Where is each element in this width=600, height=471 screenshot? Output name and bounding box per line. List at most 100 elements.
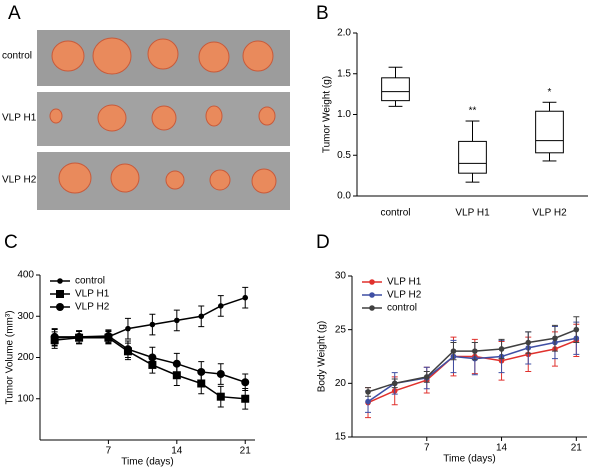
tumor (92, 37, 132, 75)
data-point (573, 326, 580, 333)
legend-marker (369, 279, 375, 285)
data-point (148, 353, 157, 362)
data-point (125, 325, 131, 332)
y-tick-label: 100 (17, 393, 34, 404)
x-tick-label: VLP H2 (532, 208, 567, 219)
legend-marker (369, 292, 375, 298)
tumor (49, 108, 63, 124)
data-point (241, 378, 250, 387)
data-point (552, 335, 558, 342)
y-tick-label: 0.5 (337, 150, 351, 161)
data-point (75, 332, 84, 341)
panel-label: A (8, 3, 21, 24)
legend-label: control (75, 276, 105, 287)
y-tick-label: 300 (17, 311, 34, 322)
tumor (251, 168, 277, 194)
box (381, 77, 410, 102)
legend-marker (56, 303, 64, 311)
tumor (198, 41, 230, 73)
data-point (525, 339, 532, 346)
data-point (216, 392, 225, 401)
data-point (197, 367, 206, 376)
data-point (174, 317, 180, 324)
y-axis-title: Body Weight (g) (317, 321, 328, 393)
x-tick-label: VLP H1 (455, 208, 490, 219)
tumor (147, 38, 179, 70)
x-tick-label: 14 (171, 446, 183, 457)
data-point (123, 345, 132, 354)
legend-label: VLP H2 (75, 302, 110, 313)
tumor (209, 169, 231, 191)
y-tick-label: 400 (17, 270, 34, 281)
tumor (51, 40, 85, 72)
tumor (242, 40, 274, 72)
data-point (241, 394, 250, 403)
tumor (205, 105, 223, 127)
tumor (97, 104, 127, 132)
annotation: * (548, 87, 552, 98)
row-label: control (2, 51, 32, 62)
y-tick-label: 1.5 (337, 68, 351, 79)
data-point (197, 379, 206, 388)
data-point (423, 374, 430, 380)
x-axis-title: Time (days) (443, 454, 495, 465)
legend-label: VLP H2 (387, 290, 422, 301)
y-axis-title: Tumor Weight (g) (322, 76, 333, 153)
data-point (391, 380, 398, 387)
data-point (104, 332, 113, 341)
data-point (172, 359, 181, 368)
annotation: ** (469, 106, 477, 117)
y-tick-label: 30 (335, 271, 347, 282)
legend-marker (57, 278, 63, 284)
y-tick-label: 15 (335, 432, 347, 443)
data-point (365, 389, 371, 395)
panel-label: D (316, 232, 330, 253)
data-point (216, 370, 225, 378)
tumors (49, 37, 277, 194)
x-axis-title: Time (days) (121, 457, 173, 468)
series-line (367, 339, 577, 404)
data-point (242, 294, 249, 301)
y-tick-label: 2.0 (337, 28, 351, 39)
y-tick-label: 0.0 (337, 191, 351, 202)
x-tick-label: control (380, 208, 410, 219)
y-tick-label: 1.0 (337, 109, 351, 120)
y-tick-label: 25 (335, 324, 347, 335)
legend-marker (369, 305, 375, 311)
data-point (365, 398, 371, 405)
y-tick-label: 20 (335, 378, 347, 389)
data-point (50, 332, 59, 341)
panel-label: B (316, 3, 329, 24)
data-point (172, 371, 181, 380)
legend-marker (56, 290, 64, 298)
legend-label: control (387, 303, 417, 314)
box (535, 110, 564, 154)
tumor (58, 162, 92, 194)
legend-label: VLP H1 (75, 289, 110, 300)
x-tick-label: 7 (106, 446, 112, 457)
series-line (367, 337, 577, 403)
photo: control VLP H1 VLP H2 (2, 30, 290, 210)
x-tick-label: 21 (240, 446, 252, 457)
data-point (498, 346, 505, 352)
data-point (198, 313, 205, 320)
row-label: VLP H2 (2, 175, 37, 186)
row-label: VLP H1 (2, 113, 37, 124)
legend-label: VLP H1 (387, 277, 422, 288)
x-tick-label: 14 (496, 443, 508, 454)
tumor (151, 105, 177, 131)
data-point (217, 303, 224, 309)
x-tick-label: 7 (424, 443, 430, 454)
data-point (149, 321, 156, 328)
tumor (165, 170, 185, 190)
data-point (472, 348, 478, 354)
tumor (258, 106, 276, 126)
box (458, 140, 487, 174)
y-tick-label: 200 (17, 352, 34, 363)
data-point (450, 348, 457, 354)
x-tick-label: 21 (571, 443, 583, 454)
panel-label: C (4, 232, 18, 253)
y-axis-title: Tumor Volume (mm³) (5, 310, 16, 404)
tumor (110, 163, 140, 193)
